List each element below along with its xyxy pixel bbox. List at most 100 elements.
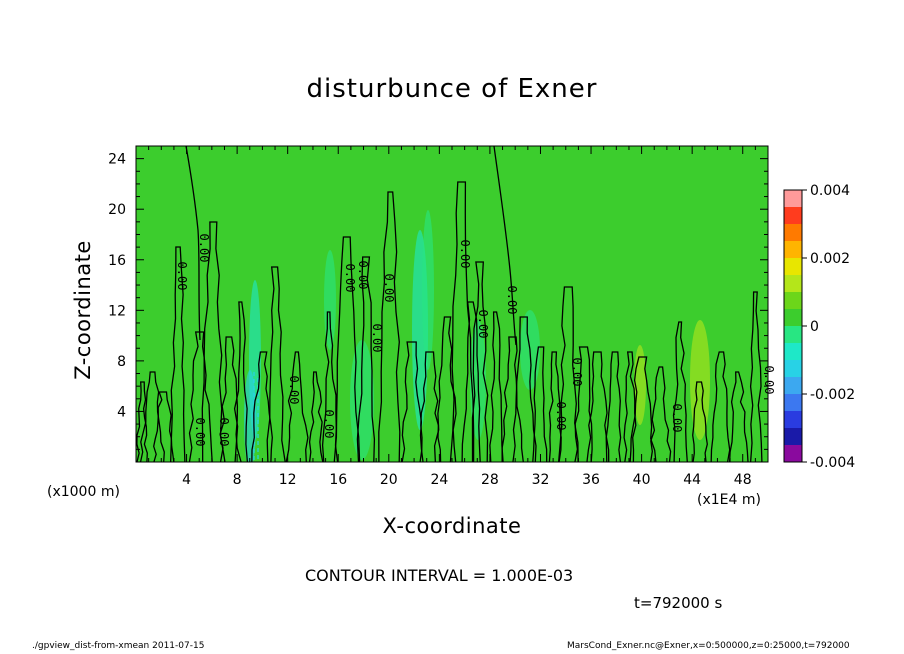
colorbar-tick-label: -0.002 (810, 387, 855, 403)
colorbar-tick-label: -0.004 (810, 455, 855, 471)
zero-contour-loop (356, 256, 376, 462)
zero-contour-loop (461, 301, 481, 462)
contour-label: 0.00 (217, 418, 231, 447)
zero-contour-loop (710, 351, 731, 462)
y-tick-label: 16 (108, 253, 126, 269)
contour-interval-text: CONTOUR INTERVAL = 1.000E-03 (305, 566, 574, 585)
contour-label: 0.00 (570, 358, 584, 387)
zero-contour-loop (433, 316, 457, 462)
zero-contour-loop (623, 351, 637, 462)
zero-contour-loop (308, 371, 324, 462)
colorbar-band (784, 241, 802, 258)
colorbar: 0.004 0.002 0 -0.002 -0.004 (783, 183, 855, 471)
contour-label: 0.00 (476, 310, 490, 339)
colorbar-tick-label: 0.002 (810, 251, 850, 267)
x-tick-label: 48 (734, 472, 752, 488)
contour-label: 0.00 (197, 234, 211, 263)
x-tick-label: 8 (233, 472, 242, 488)
zero-contour-loop (512, 316, 537, 462)
x-tick-label: 4 (182, 472, 191, 488)
y-tick-label: 20 (108, 202, 126, 218)
y-tick-label: 12 (108, 303, 126, 319)
colorbar-band (784, 360, 802, 377)
zero-contour-loop (692, 381, 708, 462)
contour-label: 0.00 (343, 264, 357, 293)
time-readout: t=792000 s (634, 594, 723, 612)
colorbar-band (784, 258, 802, 275)
x-tick-label: 16 (329, 472, 347, 488)
zero-contour-loop (201, 221, 226, 462)
x-tick-label: 20 (380, 472, 398, 488)
x-tick-label: 40 (633, 472, 651, 488)
colorbar-band (784, 445, 802, 462)
chart-title: disturbunce of Exner (306, 74, 598, 104)
zero-contour-loop (548, 351, 562, 462)
colorbar-band (784, 275, 802, 292)
contour-label: 0.00 (370, 324, 384, 353)
colorbar-band (784, 394, 802, 411)
zero-contour-loop (650, 366, 672, 462)
x-tick-label: 36 (582, 472, 600, 488)
colorbar-band (784, 224, 802, 241)
zero-contour-loop (321, 311, 339, 462)
zero-contour-loop (449, 181, 475, 462)
contour-label: 0.00 (356, 261, 370, 290)
contour-labels: 0.000.000.000.00 0.00 0.000.00 0.00 0.000.00… (175, 234, 776, 447)
colorbar-band (784, 190, 802, 207)
colorbar-band (784, 411, 802, 428)
x-tick-label: 12 (279, 472, 297, 488)
contour-label: 0.00 (175, 262, 189, 291)
zero-contour-line (493, 146, 517, 346)
contour-label: 0.00 (287, 376, 301, 405)
zero-contour-loop (333, 236, 361, 462)
zero-contour-line (185, 146, 201, 341)
footer-command: ./gpview_dist-from-xmean 2011-07-15 (32, 641, 205, 651)
zero-contour-loop (251, 351, 273, 462)
x-axis-label: X-coordinate (382, 514, 522, 538)
footer-source: MarsCond_Exner.nc@Exner,x=0:500000,z=0:2… (567, 641, 850, 651)
zero-contour-loop (139, 371, 165, 462)
contour-label: 0.00 (670, 404, 684, 433)
zero-contour-loop (471, 261, 489, 462)
x-unit-label: (x1000 m) (47, 484, 120, 500)
zero-contour-loop (629, 356, 657, 462)
zero-contour-loop (749, 291, 763, 462)
x-tick-label: 44 (683, 472, 701, 488)
colorbar-band (784, 326, 802, 343)
contour-lines (136, 146, 763, 462)
colorbar-band (784, 377, 802, 394)
zero-contour-loop (574, 346, 593, 462)
x-axis: 4 8 12 16 20 24 28 32 36 40 44 48 (148, 146, 756, 488)
zero-contour-loop (501, 336, 524, 462)
contour-label: 0.00 (193, 418, 207, 447)
y-tick-label: 8 (117, 354, 126, 370)
colorbar-band (784, 428, 802, 445)
field-anomaly (422, 210, 434, 370)
y-axis: 4 8 12 16 20 24 (108, 152, 768, 450)
field-anomaly (324, 250, 336, 350)
colorbar-band (784, 207, 802, 224)
zero-contour-loop (532, 346, 548, 462)
zero-contour-loop (170, 246, 186, 462)
zero-contour-loop (728, 371, 749, 462)
z-unit-label: (x1E4 m) (697, 492, 761, 508)
zero-contour-loop (285, 351, 309, 462)
zero-contour-loop (605, 351, 622, 462)
contour-label: 0.00 (505, 286, 519, 315)
field-anomaly (244, 370, 256, 462)
y-tick-label: 4 (117, 404, 126, 420)
zero-contour-loop (672, 321, 688, 462)
colorbar-band (784, 292, 802, 309)
y-tick-label: 24 (108, 152, 126, 168)
colorbar-band (784, 309, 802, 326)
zero-contour-loop (489, 311, 504, 462)
zero-contour-loop (586, 351, 610, 462)
zero-contour-loop (233, 301, 249, 462)
colorbar-band (784, 343, 802, 360)
contour-label: 0.00 (458, 240, 472, 269)
zero-contour-loop (136, 381, 148, 462)
x-tick-label: 28 (481, 472, 499, 488)
zero-contour-loop (219, 336, 242, 462)
zero-contour-loop (378, 191, 401, 462)
